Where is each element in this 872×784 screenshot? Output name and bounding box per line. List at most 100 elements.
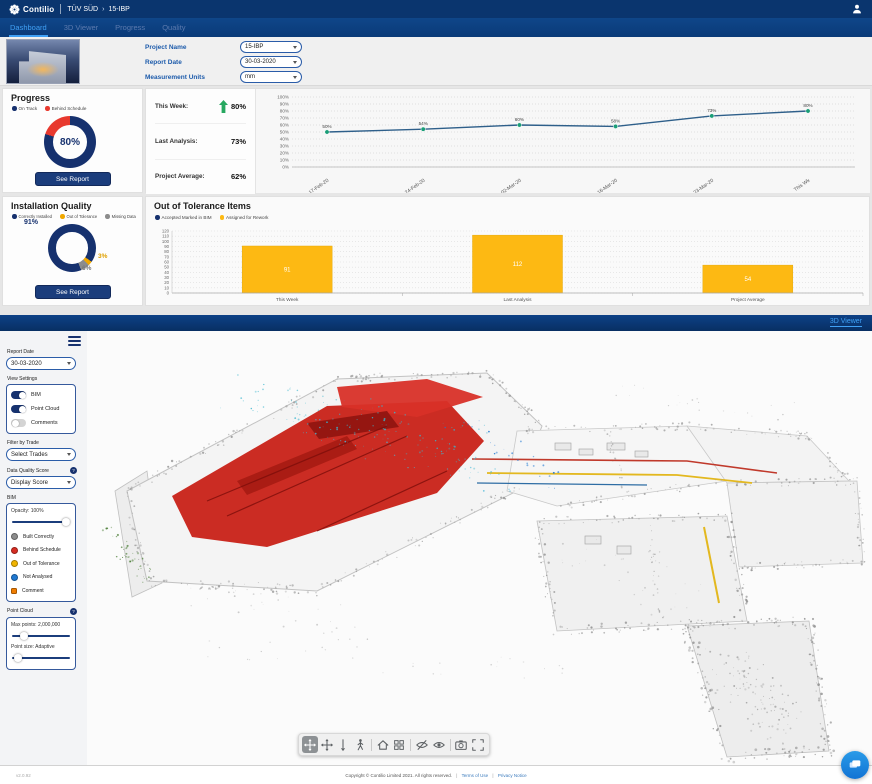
slider-knob[interactable]: [62, 518, 70, 526]
hamburger-icon[interactable]: [68, 334, 81, 348]
stats-and-trend-card: This Week: 80% Last Analysis: 73% Project Av…: [145, 88, 870, 196]
equipment-blocks: [554, 442, 649, 555]
section-box-icon[interactable]: [392, 736, 408, 753]
progress-trend-chart: 0% 10% 20% 30% 40% 50% 60% 70% 80% 90% 100% 50% 17-F…: [256, 89, 870, 196]
see-report-button[interactable]: See Report: [34, 172, 111, 186]
swatch: [11, 533, 18, 541]
walk-icon[interactable]: [352, 736, 368, 753]
tab-dashboard[interactable]: Dashboard: [9, 18, 48, 37]
project-bar: Project Name 15-IBP Report Date 30-03-2020 M…: [0, 37, 872, 86]
toggle-switch[interactable]: [11, 419, 26, 427]
report-date-select[interactable]: 30-03-2020: [240, 56, 302, 68]
privacy-link[interactable]: Privacy Notice: [497, 773, 527, 778]
bim-legend-out-of-tolerance[interactable]: Out of Tolerance: [11, 557, 71, 571]
bim-label: BIM: [7, 495, 16, 501]
bar-last-analysis[interactable]: [472, 234, 563, 294]
orbit-icon[interactable]: [302, 736, 318, 753]
bar-this-week[interactable]: [241, 245, 333, 294]
bim-behind-schedule-zone[interactable]: [172, 379, 484, 547]
project-name-select[interactable]: 15-IBP: [240, 41, 302, 53]
toggle-label: Comments: [31, 420, 58, 426]
pan-icon[interactable]: [319, 736, 335, 753]
legend-dot: [12, 106, 17, 111]
bim-legend-label: Behind Schedule: [23, 547, 61, 554]
caret-down-icon: [67, 453, 71, 456]
swatch: [11, 587, 17, 594]
out-of-tolerance-card: Out of Tolerance Items Accepted Marked i…: [145, 196, 870, 306]
bim-legend-behind-schedule[interactable]: Behind Schedule: [11, 544, 71, 558]
camera-icon[interactable]: [454, 736, 470, 753]
display-score-select[interactable]: Display Score: [6, 476, 76, 489]
sidebar-body: Report Date 30-03-2020 View Settings BIM…: [0, 343, 87, 670]
account-icon[interactable]: [851, 3, 863, 15]
opacity-slider[interactable]: [12, 518, 70, 526]
svg-text:70%: 70%: [280, 116, 289, 121]
opacity-label: Opacity: 100%: [11, 508, 44, 514]
svg-text:60: 60: [164, 260, 169, 265]
header-divider: [60, 4, 62, 14]
svg-text:54%: 54%: [419, 121, 428, 126]
bim-legend-comment[interactable]: Comment: [11, 584, 71, 598]
legend-label: Correctly Installed: [18, 214, 53, 219]
toggle-point-cloud[interactable]: Point Cloud: [11, 402, 71, 416]
breadcrumb-org[interactable]: TÜV SÜD: [67, 5, 99, 13]
donut-hole: [56, 232, 88, 264]
report-date-select[interactable]: 30-03-2020: [6, 357, 76, 370]
toggle-switch[interactable]: [11, 405, 26, 413]
svg-text:90%: 90%: [280, 102, 289, 107]
viewer-title-bar: 3D Viewer: [0, 315, 872, 331]
legend-dot: [155, 215, 160, 220]
footer-separator: |: [456, 773, 458, 778]
tab-quality[interactable]: Quality: [162, 23, 186, 32]
point-cloud-scene[interactable]: [87, 331, 872, 765]
bim-legend-not-analysed[interactable]: Not Analysed: [11, 571, 71, 585]
svg-text:20: 20: [164, 280, 169, 285]
tab-progress[interactable]: Progress: [115, 23, 146, 32]
drop-icon[interactable]: [335, 736, 351, 753]
fullscreen-icon[interactable]: [470, 736, 486, 753]
toggle-comments[interactable]: Comments: [11, 416, 71, 430]
toolbar-divider: [370, 738, 372, 751]
home-icon[interactable]: [375, 736, 391, 753]
legend-dot: [105, 214, 110, 219]
show-object-icon[interactable]: [431, 736, 447, 753]
toggle-bim[interactable]: BIM: [11, 388, 71, 402]
select-value: 30-03-2020: [245, 59, 276, 65]
out-of-tolerance-legend: Accepted Marked in BIM Assigned for Rewor…: [155, 215, 268, 220]
svg-text:54: 54: [744, 277, 751, 283]
chat-bubbles-icon: [849, 760, 861, 768]
installation-quality-title: Installation Quality: [11, 201, 92, 211]
breadcrumb-project[interactable]: 15-IBP: [108, 5, 130, 13]
max-points-slider[interactable]: [12, 631, 70, 640]
chat-bubble-button[interactable]: [841, 751, 869, 779]
svg-text:0: 0: [167, 291, 170, 296]
viewer-title-link[interactable]: 3D Viewer: [829, 318, 862, 327]
tab-3d-viewer[interactable]: 3D Viewer: [63, 23, 99, 32]
measurement-units-select[interactable]: mm: [240, 71, 302, 83]
filter-trades-select[interactable]: Select Trades: [6, 448, 76, 461]
stat-row-this-week: This Week: 80%: [155, 89, 246, 125]
terms-link[interactable]: Terms of Use: [461, 773, 489, 778]
svg-text:80: 80: [164, 249, 169, 254]
hide-object-icon[interactable]: [414, 736, 430, 753]
svg-text:60%: 60%: [280, 123, 289, 128]
brand[interactable]: Contilio: [9, 3, 54, 15]
svg-text:This Wk: This Wk: [793, 177, 812, 193]
help-icon[interactable]: ?: [70, 467, 77, 474]
slider-knob[interactable]: [20, 631, 28, 640]
help-icon[interactable]: ?: [70, 607, 77, 615]
data-quality-label: Data Quality Score: [7, 467, 49, 474]
viewer-sidebar: Report Date 30-03-2020 View Settings BIM…: [0, 331, 87, 765]
quality-label-missing: 6%: [82, 265, 92, 272]
toggle-switch[interactable]: [11, 391, 26, 399]
slider-knob[interactable]: [14, 653, 22, 662]
bim-legend-built-correctly[interactable]: Built Correctly: [11, 530, 71, 544]
svg-text:112: 112: [513, 262, 523, 268]
svg-text:80%: 80%: [280, 109, 289, 114]
svg-text:16-Mar-20: 16-Mar-20: [596, 178, 619, 193]
point-size-slider[interactable]: [12, 653, 70, 662]
out-of-tolerance-title: Out of Tolerance Items: [154, 201, 251, 211]
bim-legend: Built Correctly Behind Schedule Out of Tol…: [11, 530, 71, 598]
see-report-button[interactable]: See Report: [34, 285, 111, 299]
caret-down-icon: [293, 45, 297, 49]
